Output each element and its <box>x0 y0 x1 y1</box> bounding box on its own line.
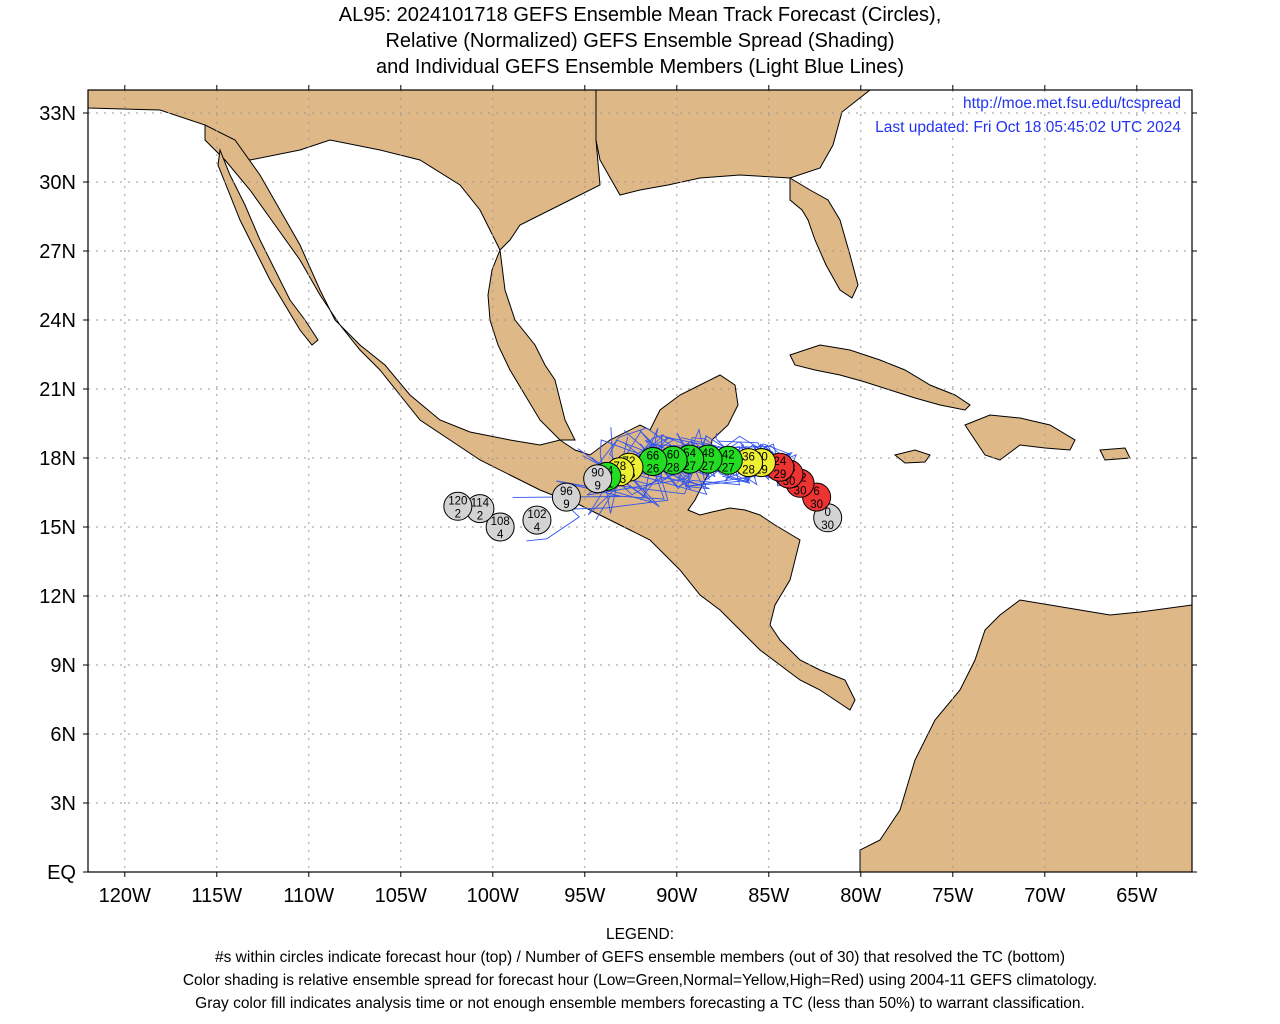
south-america <box>859 599 1192 872</box>
forecast-hour: 120 <box>448 495 467 507</box>
title-line-3: and Individual GEFS Ensemble Members (Li… <box>375 56 905 78</box>
lon-label: 80W <box>840 885 881 907</box>
lat-label: 18N <box>39 448 76 470</box>
forecast-hour: 60 <box>667 449 680 461</box>
lon-label: 120W <box>99 885 151 907</box>
member-count: 4 <box>497 529 504 541</box>
member-count: 28 <box>742 465 755 477</box>
gulf-coast-mexico <box>487 249 576 441</box>
lon-label: 105W <box>375 885 427 907</box>
lat-label: 27N <box>39 241 76 263</box>
lon-label: 85W <box>748 885 789 907</box>
member-count: 30 <box>810 499 823 511</box>
forecast-hour: 48 <box>702 448 715 460</box>
member-count: 26 <box>646 463 659 475</box>
forecast-hour: 36 <box>742 452 755 464</box>
legend-heading: LEGEND: <box>605 926 675 943</box>
hispaniola <box>964 414 1076 461</box>
forecast-hour: 114 <box>471 498 490 510</box>
forecast-hour: 6 <box>813 486 819 498</box>
lat-lon-grid <box>88 90 1192 872</box>
baja-california <box>217 148 319 346</box>
last-updated: Last updated: Fri Oct 18 05:45:02 UTC 20… <box>875 119 1181 136</box>
circle-marker <box>522 505 552 535</box>
member-count: 27 <box>722 462 735 474</box>
source-url[interactable]: http://moe.met.fsu.edu/tcspread <box>963 95 1181 112</box>
lat-label: 33N <box>39 103 76 125</box>
mexico-mainland <box>204 124 856 711</box>
lon-label: 70W <box>1024 885 1065 907</box>
member-count: 28 <box>667 462 680 474</box>
member-count: 27 <box>702 461 715 473</box>
lat-label: 6N <box>50 724 76 746</box>
lat-label: EQ <box>47 862 76 884</box>
forecast-hour: 66 <box>646 450 659 462</box>
forecast-circles: 0306301230183024293029362842274827542760… <box>443 444 843 542</box>
north-america-land <box>88 90 871 196</box>
forecast-circle: 909 <box>583 464 613 494</box>
member-count: 2 <box>477 511 483 523</box>
lon-label: 90W <box>656 885 697 907</box>
lat-label: 30N <box>39 172 76 194</box>
latitude-labels: 33N 30N 27N 24N 21N 18N 15N 12N 9N 6N 3N EQ <box>39 103 76 884</box>
lat-label: 3N <box>50 793 76 815</box>
lon-label: 110W <box>283 885 334 907</box>
cuba <box>789 344 971 411</box>
lon-label: 65W <box>1116 885 1157 907</box>
forecast-hour: 96 <box>560 486 573 498</box>
lat-label: 9N <box>50 655 76 677</box>
longitude-labels: 120W 115W 110W 105W 100W 95W 90W 85W 80W 75W 70W 65… <box>99 885 1158 907</box>
member-count: 30 <box>821 520 834 532</box>
member-count: 9 <box>563 499 569 511</box>
florida-peninsula <box>789 177 859 299</box>
lon-label: 100W <box>467 885 519 907</box>
lon-label: 115W <box>191 885 242 907</box>
forecast-hour: 24 <box>773 456 786 468</box>
circle-marker <box>551 482 581 512</box>
lon-label: 75W <box>932 885 973 907</box>
member-count: 4 <box>534 522 541 534</box>
lat-label: 21N <box>39 379 76 401</box>
member-count: 9 <box>594 481 600 493</box>
forecast-hour: 102 <box>527 509 546 521</box>
legend-line-1: #s within circles indicate forecast hour… <box>215 949 1065 966</box>
title-line-1: AL95: 2024101718 GEFS Ensemble Mean Trac… <box>338 4 942 26</box>
member-count: 29 <box>773 469 786 481</box>
lat-label: 12N <box>39 586 76 608</box>
forecast-hour: 42 <box>722 449 735 461</box>
legend-line-2: Color shading is relative ensemble sprea… <box>182 972 1098 989</box>
lat-label: 15N <box>39 517 76 539</box>
forecast-hour: 0 <box>824 507 830 519</box>
lat-label: 24N <box>39 310 76 332</box>
axis-ticks <box>83 85 1197 877</box>
member-count: 30 <box>794 485 807 497</box>
circle-marker <box>443 491 473 521</box>
legend-line-3: Gray color fill indicates analysis time … <box>195 995 1085 1012</box>
circle-marker <box>485 512 515 542</box>
forecast-hour: 90 <box>591 468 604 480</box>
circle-marker <box>583 464 613 494</box>
land-masses <box>88 90 1192 872</box>
title-line-2: Relative (Normalized) GEFS Ensemble Spre… <box>385 30 895 52</box>
map-frame <box>87 89 1193 873</box>
lon-label: 95W <box>564 885 605 907</box>
forecast-hour: 108 <box>491 516 510 528</box>
forecast-circle: 969 <box>551 482 581 512</box>
jamaica <box>893 449 931 464</box>
member-count: 2 <box>455 508 461 520</box>
